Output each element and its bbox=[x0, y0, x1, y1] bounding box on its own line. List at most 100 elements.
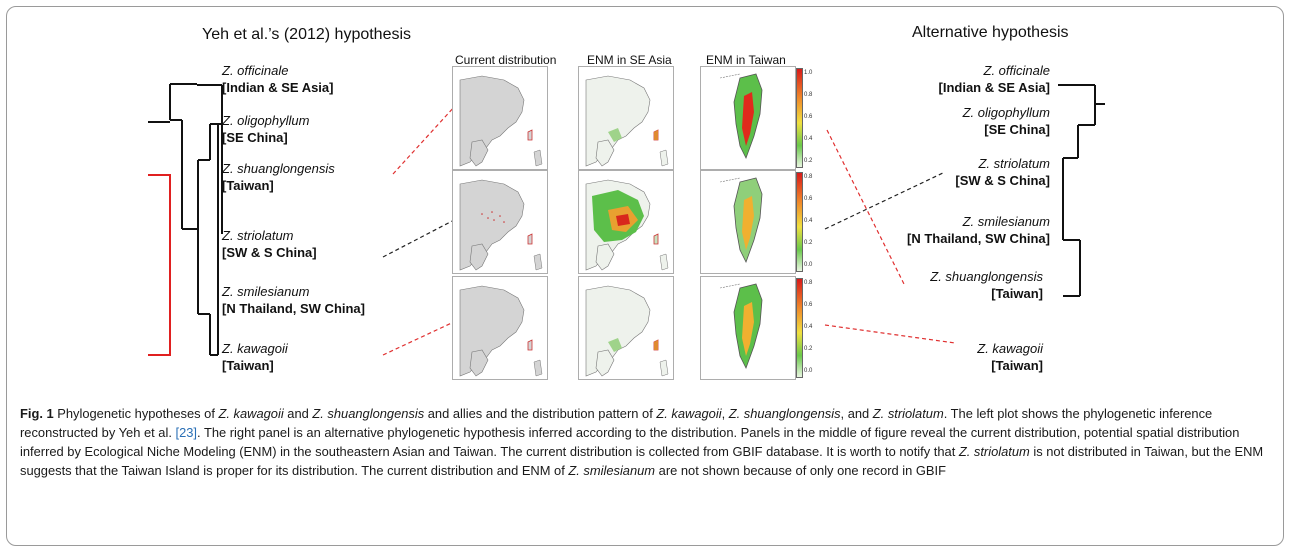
connector-striolatum-left bbox=[382, 217, 459, 258]
color-scale-bar bbox=[796, 68, 803, 168]
header-enm-taiwan: ENM in Taiwan bbox=[706, 53, 786, 67]
left-taxon-6: Z. kawagoii [Taiwan] bbox=[222, 340, 288, 374]
right-taxon-3: Z. striolatum [SW & S China] bbox=[900, 155, 1050, 189]
taxon-region: [SW & S China] bbox=[222, 245, 317, 260]
map-asia-row-2 bbox=[578, 170, 674, 274]
figure-frame bbox=[6, 6, 1284, 546]
color-scale-bar bbox=[796, 172, 803, 272]
taxon-region: [Taiwan] bbox=[991, 358, 1043, 373]
right-taxon-4: Z. smilesianum [N Thailand, SW China] bbox=[880, 213, 1050, 247]
taxon-region: [Taiwan] bbox=[991, 286, 1043, 301]
left-taxon-3: Z. shuanglongensis [Taiwan] bbox=[222, 160, 335, 194]
map-taiwan-row-2 bbox=[700, 170, 796, 274]
taxon-species: Z. oligophyllum bbox=[962, 105, 1050, 120]
right-taxon-5: Z. shuanglongensis [Taiwan] bbox=[880, 268, 1043, 302]
left-tree-title: Yeh et al.’s (2012) hypothesis bbox=[202, 26, 412, 43]
color-scale-tick-label: 0.2 bbox=[804, 158, 813, 164]
taxon-region: [Indian & SE Asia] bbox=[222, 80, 334, 95]
taxon-species: Z. kawagoii bbox=[222, 341, 288, 356]
connector-shuanglongensis-left bbox=[392, 105, 456, 175]
map-current-row-3 bbox=[452, 276, 548, 380]
right-tree-title: Alternative hypothesis bbox=[912, 24, 1069, 41]
color-scale-tick-label: 0.6 bbox=[804, 196, 813, 202]
color-scale-tick-label: 1.0 bbox=[804, 70, 813, 76]
color-scale-tick-label: 0.8 bbox=[804, 92, 813, 98]
taxon-species: Z. striolatum bbox=[222, 228, 294, 243]
taxon-species: Z. smilesianum bbox=[222, 284, 310, 299]
taxon-region: [SE China] bbox=[222, 130, 288, 145]
caption-text: and allies and the distribution pattern … bbox=[424, 406, 657, 421]
caption-italic: Z. shuanglongensis bbox=[312, 406, 425, 421]
header-current-distribution: Current distribution bbox=[455, 53, 557, 67]
caption-italic: Z. striolatum bbox=[872, 406, 944, 421]
caption-italic: Z. kawagoii bbox=[218, 406, 284, 421]
color-scale-tick-label: 0.0 bbox=[804, 368, 813, 374]
left-red-clade bbox=[148, 174, 171, 356]
map-asia-row-1 bbox=[578, 66, 674, 170]
color-scale-tick-label: 0.6 bbox=[804, 302, 813, 308]
connector-shuanglongensis-right bbox=[826, 129, 906, 287]
taxon-species: Z. officinale bbox=[983, 63, 1050, 78]
caption-label: Fig. 1 bbox=[20, 406, 54, 421]
color-scale-2: 0.8 0.6 0.4 0.2 0.0 bbox=[796, 172, 826, 276]
connector-striolatum-right bbox=[824, 171, 946, 230]
taxon-region: [SW & S China] bbox=[955, 173, 1050, 188]
figure-1: Yeh et al.’s (2012) hypothesis Alternati… bbox=[148, 24, 1105, 382]
taxon-species: Z. kawagoii bbox=[977, 341, 1043, 356]
taxon-species: Z. shuanglongensis bbox=[222, 161, 335, 176]
right-taxon-1: Z. officinale [Indian & SE Asia] bbox=[900, 62, 1050, 96]
map-current-row-2 bbox=[452, 170, 548, 274]
right-taxon-2: Z. oligophyllum [SE China] bbox=[900, 104, 1050, 138]
caption-text: , and bbox=[840, 406, 873, 421]
caption-text: and bbox=[283, 406, 313, 421]
color-scale-tick-label: 0.4 bbox=[804, 324, 813, 330]
color-scale-tick-label: 0.4 bbox=[804, 218, 813, 224]
caption-text: . The left plot shows the phylogenetic i… bbox=[20, 406, 1213, 440]
color-scale-1: 1.0 0.8 0.6 0.4 0.2 bbox=[796, 68, 826, 172]
red-branches bbox=[148, 174, 171, 356]
taxon-region: [SE China] bbox=[984, 122, 1050, 137]
tree-lines bbox=[148, 83, 1105, 356]
left-taxon-5: Z. smilesianum [N Thailand, SW China] bbox=[222, 283, 365, 317]
reference-link[interactable]: [23] bbox=[175, 425, 198, 440]
color-scale-tick-label: 0.4 bbox=[804, 136, 813, 142]
caption-italic: Z. striolatum bbox=[958, 444, 1030, 459]
connector-kawagoii-left bbox=[382, 319, 459, 356]
taxon-region: [Taiwan] bbox=[222, 358, 274, 373]
left-taxon-1: Z. officinale [Indian & SE Asia] bbox=[222, 62, 333, 96]
left-taxon-2: Z. oligophyllum [SE China] bbox=[222, 112, 309, 146]
right-taxon-6: Z. kawagoii [Taiwan] bbox=[880, 340, 1043, 374]
map-current-row-1 bbox=[452, 66, 548, 170]
color-scale-3: 0.8 0.6 0.4 0.2 0.0 bbox=[796, 278, 826, 382]
map-taiwan-row-1 bbox=[700, 66, 796, 170]
figure-caption: Fig. 1 Phylogenetic hypotheses of Z. kaw… bbox=[20, 404, 1275, 480]
color-scale-tick-label: 0.2 bbox=[804, 346, 813, 352]
taxon-species: Z. smilesianum bbox=[962, 214, 1050, 229]
map-taiwan-row-3 bbox=[700, 276, 796, 380]
caption-text: are not shown because of only one record… bbox=[655, 463, 946, 478]
caption-text: . The right panel is an alternative phyl… bbox=[20, 425, 1240, 459]
caption-italic: Z. kawagoii bbox=[656, 406, 722, 421]
color-scale-tick-label: 0.6 bbox=[804, 114, 813, 120]
taxon-region: [N Thailand, SW China] bbox=[222, 301, 365, 316]
color-scale-tick-label: 0.0 bbox=[804, 262, 813, 268]
left-taxon-4: Z. striolatum [SW & S China] bbox=[222, 227, 317, 261]
color-scale-tick-label: 0.8 bbox=[804, 280, 813, 286]
caption-italic: Z. shuanglongensis bbox=[728, 406, 841, 421]
color-scale-tick-label: 0.8 bbox=[804, 174, 813, 180]
header-enm-se-asia: ENM in SE Asia bbox=[587, 53, 672, 67]
taxon-species: Z. striolatum bbox=[978, 156, 1050, 171]
color-scale-bar bbox=[796, 278, 803, 378]
caption-italic: Z. smilesianum bbox=[568, 463, 656, 478]
caption-text: is not distributed in Taiwan, but the EN… bbox=[20, 444, 1264, 478]
taxon-species: Z. shuanglongensis bbox=[930, 269, 1043, 284]
connector-kawagoii-right bbox=[824, 324, 956, 344]
map-asia-row-3 bbox=[578, 276, 674, 380]
taxon-species: Z. oligophyllum bbox=[222, 113, 310, 128]
caption-text: Phylogenetic hypotheses of bbox=[53, 406, 219, 421]
taxon-region: [Taiwan] bbox=[222, 178, 274, 193]
taxon-species: Z. officinale bbox=[222, 63, 289, 78]
taxon-region: [Indian & SE Asia] bbox=[938, 80, 1050, 95]
caption-text: , bbox=[721, 406, 729, 421]
taxon-region: [N Thailand, SW China] bbox=[907, 231, 1050, 246]
